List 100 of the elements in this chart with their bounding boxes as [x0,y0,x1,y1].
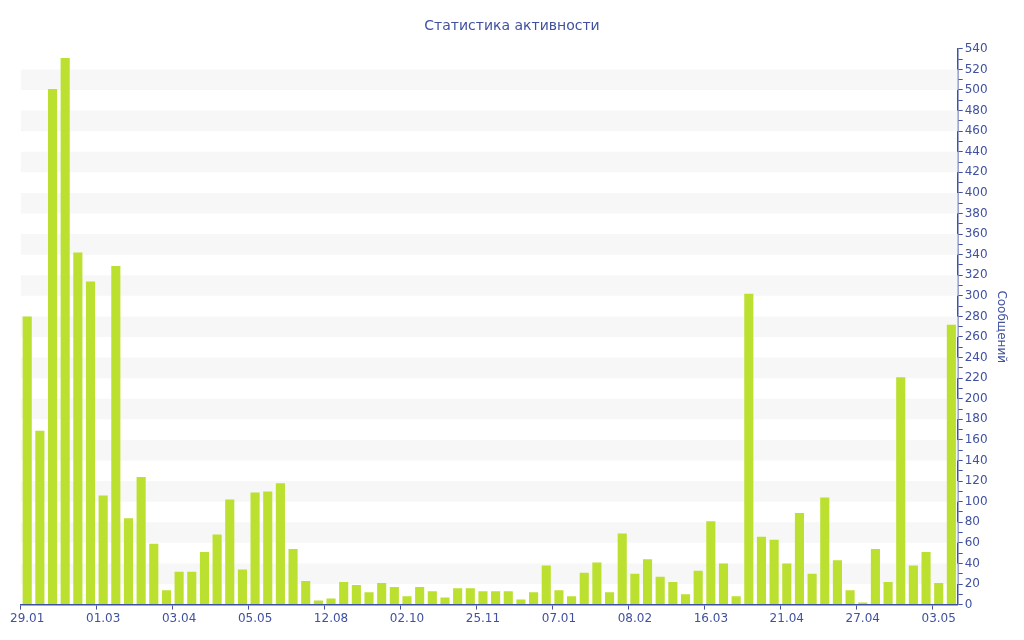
bar [187,571,197,605]
bar [60,58,70,605]
bar [921,552,931,605]
y-tick-label: 320 [964,267,988,282]
bar [718,563,729,605]
x-tick-label: 07.01 [541,610,577,625]
bar [567,596,577,605]
bar [605,592,615,605]
bar [427,591,437,605]
bar [820,497,830,605]
bar [389,587,399,605]
bar [503,591,513,605]
bar [212,534,222,605]
bar [617,533,627,605]
bar [465,588,475,605]
y-tick-label: 0 [964,596,973,611]
y-tick-label: 280 [964,308,988,323]
bar [98,495,108,605]
y-tick-label: 460 [964,123,988,138]
y-tick-label: 480 [964,102,988,117]
bar [592,562,602,605]
y-tick-label: 380 [964,205,988,220]
x-tick-label: 05.05 [237,610,273,625]
y-tick-label: 100 [964,493,988,508]
bar [706,521,716,605]
y-tick-label: 300 [964,287,988,302]
y-tick-label: 180 [964,411,988,426]
x-tick-label: 29.01 [10,610,45,625]
bar [769,539,779,605]
bar [22,316,32,605]
bar [35,430,45,605]
bar [415,587,425,605]
bar [883,581,893,605]
bar [934,582,944,605]
bar [161,590,172,605]
x-tick-label: 03.04 [161,610,197,625]
x-tick-label: 25.11 [465,610,501,625]
bar [579,572,589,605]
y-tick-label: 360 [964,226,988,241]
bar [642,559,653,605]
bar [339,581,349,605]
x-tick-label: 21.04 [769,610,804,625]
bar [288,549,298,605]
bar [630,573,640,605]
bar [946,324,956,605]
bar [491,591,501,605]
y-tick-label: 420 [964,164,988,179]
bar [668,581,678,605]
y-tick-label: 20 [964,576,980,591]
y-tick-label: 340 [964,246,988,261]
bar [263,491,273,605]
bar [301,580,311,605]
bar [541,565,551,605]
bar [845,590,855,605]
x-tick-label: 27.04 [845,610,880,625]
y-tick-label: 60 [964,534,980,549]
x-tick-label: 16.03 [693,610,729,625]
bar [250,492,260,605]
bar [313,600,323,605]
bar [794,513,805,605]
bar [225,499,235,605]
y-tick-label: 80 [964,514,980,529]
x-tick-label: 12.08 [313,610,349,625]
bar [655,576,665,605]
y-tick-label: 440 [964,143,988,158]
y-tick-label: 200 [964,390,988,405]
x-tick-label: 03.05 [921,610,956,625]
y-tick-label: 500 [964,82,988,97]
y-tick-label: 400 [964,185,988,200]
bar [478,591,488,605]
y-axis-title: Сообщений [994,290,1009,363]
bar [516,599,526,605]
bar [73,252,83,605]
x-tick-label: 01.03 [85,610,121,625]
bar [123,518,134,605]
bar [174,571,184,605]
bar [453,588,463,605]
bar [529,592,539,605]
y-tick-label: 160 [964,432,988,447]
bar [351,585,361,605]
bar [554,590,564,605]
y-tick-label: 540 [964,40,988,55]
chart-title: Статистика активности [424,17,600,34]
bar [756,536,767,605]
bar [275,483,285,605]
y-tick-label: 40 [964,555,980,570]
bar [47,88,58,605]
bar [149,543,159,605]
bar [85,281,96,605]
bar [896,377,906,605]
bar [693,570,703,605]
bar [832,560,842,605]
bar [199,552,209,605]
bar [377,582,387,605]
bar [440,597,450,605]
bar [237,569,247,605]
x-tick-label: 08.02 [617,610,653,625]
bar [364,592,374,605]
y-tick-label: 260 [964,329,988,344]
y-tick-label: 120 [964,473,988,488]
